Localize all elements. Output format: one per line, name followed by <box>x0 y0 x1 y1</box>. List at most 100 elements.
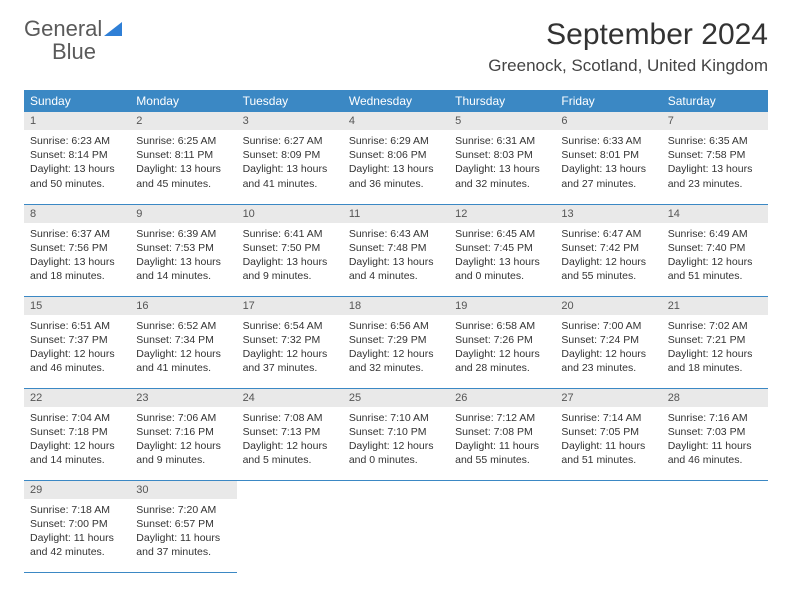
day-number: 5 <box>449 112 555 130</box>
day-info: Sunrise: 7:14 AMSunset: 7:05 PMDaylight:… <box>555 407 661 474</box>
calendar-cell <box>555 480 661 572</box>
sunrise-text: Sunrise: 6:23 AM <box>30 134 124 148</box>
sunrise-text: Sunrise: 7:04 AM <box>30 411 124 425</box>
day-number: 9 <box>130 205 236 223</box>
calendar-cell: 20Sunrise: 7:00 AMSunset: 7:24 PMDayligh… <box>555 296 661 388</box>
day-number: 12 <box>449 205 555 223</box>
sunset-text: Sunset: 7:42 PM <box>561 241 655 255</box>
day-number: 3 <box>237 112 343 130</box>
logo-triangle-icon <box>104 22 122 41</box>
calendar-cell: 11Sunrise: 6:43 AMSunset: 7:48 PMDayligh… <box>343 204 449 296</box>
day-info: Sunrise: 7:12 AMSunset: 7:08 PMDaylight:… <box>449 407 555 474</box>
sunset-text: Sunset: 6:57 PM <box>136 517 230 531</box>
calendar-cell: 27Sunrise: 7:14 AMSunset: 7:05 PMDayligh… <box>555 388 661 480</box>
daylight-text: Daylight: 12 hours and 46 minutes. <box>30 347 124 375</box>
daylight-text: Daylight: 13 hours and 50 minutes. <box>30 162 124 190</box>
sunset-text: Sunset: 7:05 PM <box>561 425 655 439</box>
sunset-text: Sunset: 7:29 PM <box>349 333 443 347</box>
calendar-cell: 15Sunrise: 6:51 AMSunset: 7:37 PMDayligh… <box>24 296 130 388</box>
day-number: 28 <box>662 389 768 407</box>
sunset-text: Sunset: 8:11 PM <box>136 148 230 162</box>
daylight-text: Daylight: 12 hours and 28 minutes. <box>455 347 549 375</box>
calendar-cell <box>662 480 768 572</box>
location: Greenock, Scotland, United Kingdom <box>488 56 768 76</box>
calendar-cell: 2Sunrise: 6:25 AMSunset: 8:11 PMDaylight… <box>130 112 236 204</box>
day-number: 2 <box>130 112 236 130</box>
day-info: Sunrise: 6:35 AMSunset: 7:58 PMDaylight:… <box>662 130 768 197</box>
day-info: Sunrise: 6:43 AMSunset: 7:48 PMDaylight:… <box>343 223 449 290</box>
day-number: 23 <box>130 389 236 407</box>
day-info: Sunrise: 6:52 AMSunset: 7:34 PMDaylight:… <box>130 315 236 382</box>
sunrise-text: Sunrise: 6:52 AM <box>136 319 230 333</box>
day-number: 27 <box>555 389 661 407</box>
day-number: 8 <box>24 205 130 223</box>
daylight-text: Daylight: 13 hours and 41 minutes. <box>243 162 337 190</box>
calendar-row: 29Sunrise: 7:18 AMSunset: 7:00 PMDayligh… <box>24 480 768 572</box>
sunrise-text: Sunrise: 7:12 AM <box>455 411 549 425</box>
sunset-text: Sunset: 7:53 PM <box>136 241 230 255</box>
daylight-text: Daylight: 13 hours and 32 minutes. <box>455 162 549 190</box>
daylight-text: Daylight: 12 hours and 14 minutes. <box>30 439 124 467</box>
sunrise-text: Sunrise: 6:54 AM <box>243 319 337 333</box>
daylight-text: Daylight: 13 hours and 4 minutes. <box>349 255 443 283</box>
calendar-cell: 3Sunrise: 6:27 AMSunset: 8:09 PMDaylight… <box>237 112 343 204</box>
daylight-text: Daylight: 13 hours and 45 minutes. <box>136 162 230 190</box>
sunset-text: Sunset: 7:10 PM <box>349 425 443 439</box>
daylight-text: Daylight: 12 hours and 55 minutes. <box>561 255 655 283</box>
page-header: General Blue September 2024 Greenock, Sc… <box>24 18 768 76</box>
sunset-text: Sunset: 7:26 PM <box>455 333 549 347</box>
day-info: Sunrise: 7:08 AMSunset: 7:13 PMDaylight:… <box>237 407 343 474</box>
day-number: 11 <box>343 205 449 223</box>
sunrise-text: Sunrise: 6:56 AM <box>349 319 443 333</box>
daylight-text: Daylight: 11 hours and 46 minutes. <box>668 439 762 467</box>
calendar-row: 8Sunrise: 6:37 AMSunset: 7:56 PMDaylight… <box>24 204 768 296</box>
sunrise-text: Sunrise: 7:00 AM <box>561 319 655 333</box>
daylight-text: Daylight: 11 hours and 37 minutes. <box>136 531 230 559</box>
sunrise-text: Sunrise: 6:37 AM <box>30 227 124 241</box>
daylight-text: Daylight: 13 hours and 9 minutes. <box>243 255 337 283</box>
calendar-cell: 12Sunrise: 6:45 AMSunset: 7:45 PMDayligh… <box>449 204 555 296</box>
day-info: Sunrise: 7:20 AMSunset: 6:57 PMDaylight:… <box>130 499 236 566</box>
sunrise-text: Sunrise: 6:45 AM <box>455 227 549 241</box>
calendar-cell <box>237 480 343 572</box>
daylight-text: Daylight: 13 hours and 36 minutes. <box>349 162 443 190</box>
day-number: 17 <box>237 297 343 315</box>
daylight-text: Daylight: 12 hours and 23 minutes. <box>561 347 655 375</box>
calendar-cell: 8Sunrise: 6:37 AMSunset: 7:56 PMDaylight… <box>24 204 130 296</box>
day-info: Sunrise: 6:23 AMSunset: 8:14 PMDaylight:… <box>24 130 130 197</box>
weekday-header-row: Sunday Monday Tuesday Wednesday Thursday… <box>24 90 768 112</box>
daylight-text: Daylight: 12 hours and 0 minutes. <box>349 439 443 467</box>
day-info: Sunrise: 6:29 AMSunset: 8:06 PMDaylight:… <box>343 130 449 197</box>
sunset-text: Sunset: 7:37 PM <box>30 333 124 347</box>
calendar-cell: 28Sunrise: 7:16 AMSunset: 7:03 PMDayligh… <box>662 388 768 480</box>
daylight-text: Daylight: 11 hours and 55 minutes. <box>455 439 549 467</box>
day-number: 29 <box>24 481 130 499</box>
day-info: Sunrise: 6:54 AMSunset: 7:32 PMDaylight:… <box>237 315 343 382</box>
daylight-text: Daylight: 13 hours and 27 minutes. <box>561 162 655 190</box>
day-number: 13 <box>555 205 661 223</box>
logo: General Blue <box>24 18 122 64</box>
logo-text-2: Blue <box>52 39 96 64</box>
day-number: 1 <box>24 112 130 130</box>
daylight-text: Daylight: 12 hours and 5 minutes. <box>243 439 337 467</box>
sunrise-text: Sunrise: 6:31 AM <box>455 134 549 148</box>
day-number: 30 <box>130 481 236 499</box>
day-number: 18 <box>343 297 449 315</box>
day-info: Sunrise: 6:58 AMSunset: 7:26 PMDaylight:… <box>449 315 555 382</box>
daylight-text: Daylight: 12 hours and 41 minutes. <box>136 347 230 375</box>
sunset-text: Sunset: 7:50 PM <box>243 241 337 255</box>
day-number: 10 <box>237 205 343 223</box>
day-info: Sunrise: 6:25 AMSunset: 8:11 PMDaylight:… <box>130 130 236 197</box>
weekday-header: Wednesday <box>343 90 449 112</box>
daylight-text: Daylight: 12 hours and 18 minutes. <box>668 347 762 375</box>
calendar-cell: 22Sunrise: 7:04 AMSunset: 7:18 PMDayligh… <box>24 388 130 480</box>
weekday-header: Thursday <box>449 90 555 112</box>
calendar-cell: 7Sunrise: 6:35 AMSunset: 7:58 PMDaylight… <box>662 112 768 204</box>
sunset-text: Sunset: 8:03 PM <box>455 148 549 162</box>
day-number: 20 <box>555 297 661 315</box>
day-info: Sunrise: 7:06 AMSunset: 7:16 PMDaylight:… <box>130 407 236 474</box>
weekday-header: Friday <box>555 90 661 112</box>
day-number: 4 <box>343 112 449 130</box>
sunset-text: Sunset: 7:32 PM <box>243 333 337 347</box>
sunrise-text: Sunrise: 7:06 AM <box>136 411 230 425</box>
